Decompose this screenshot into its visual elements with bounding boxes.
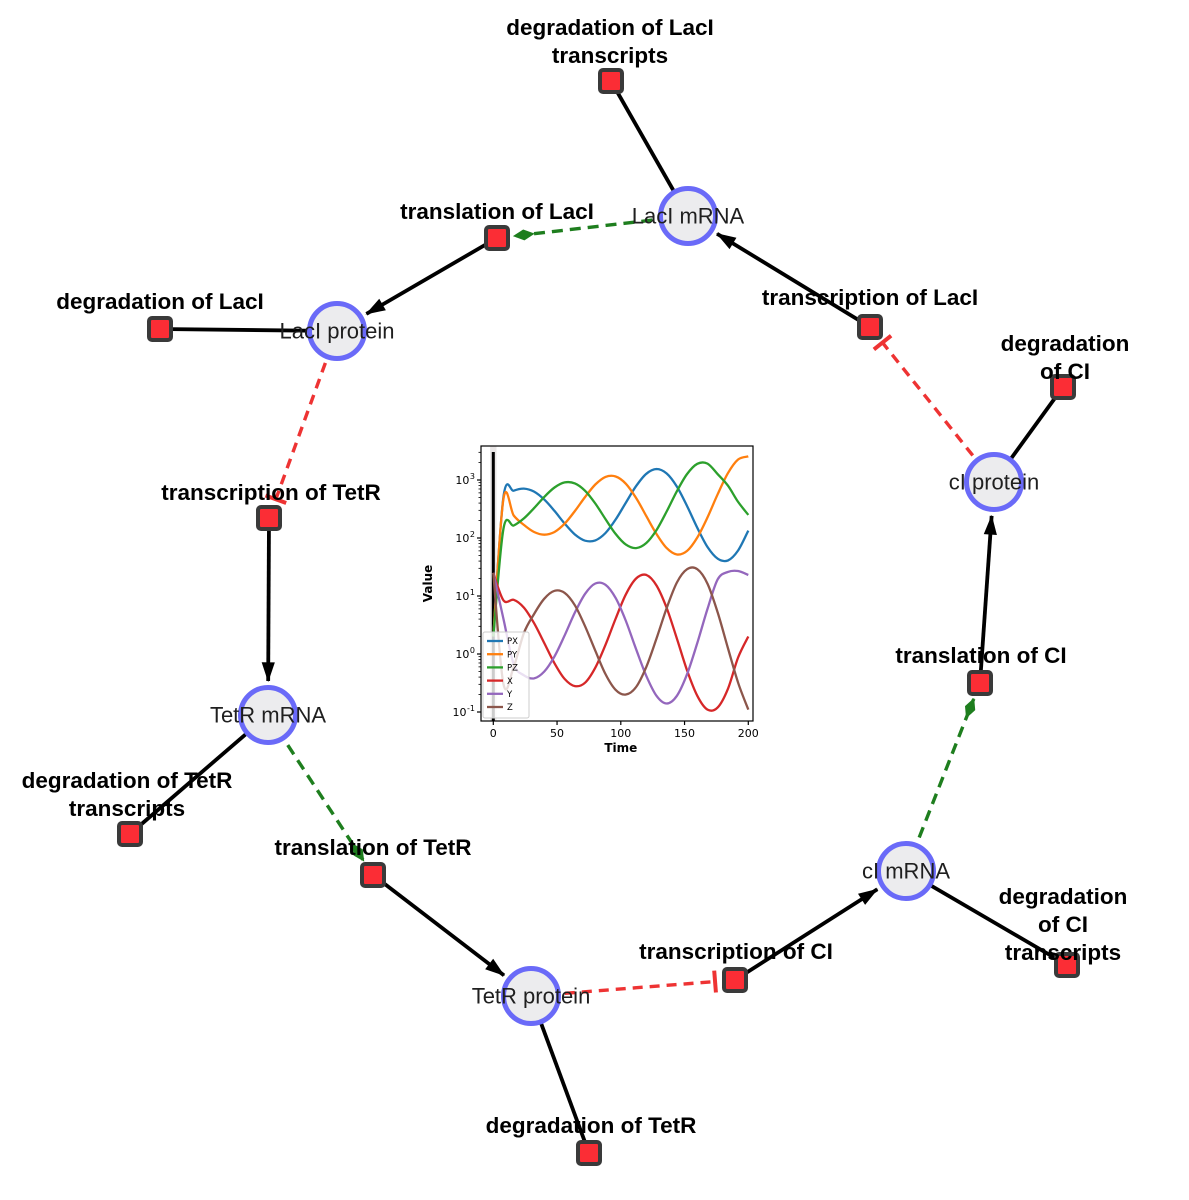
species-node-cI_protein[interactable]	[964, 452, 1024, 512]
edge-txn_cI-cI_mRNA	[733, 887, 879, 982]
edge-lacI_mRNA-transl_lacI	[512, 214, 689, 241]
x-axis-label: Time	[604, 741, 637, 755]
species-node-lacI_protein[interactable]	[307, 301, 367, 361]
edge-lacI_protein-txn_tetR-tee	[264, 493, 287, 505]
species-node-cI_mRNA[interactable]	[876, 841, 936, 901]
edge-tetR_protein-txn_cI-tee	[712, 970, 718, 993]
x-tick-label: 50	[550, 727, 564, 740]
series-Y	[492, 569, 749, 705]
edge-cI_mRNA-transl_cI	[904, 697, 976, 872]
series-PY	[492, 455, 749, 637]
edge-transl_lacI-lacI_protein	[365, 236, 498, 316]
axes-box	[480, 445, 754, 722]
species-node-lacI_mRNA[interactable]	[658, 186, 718, 246]
reaction-node-deg_tetR[interactable]	[576, 1140, 602, 1166]
reaction-node-deg_lacI[interactable]	[147, 316, 173, 342]
x-tick-label: 150	[674, 727, 695, 740]
legend-box	[482, 631, 530, 719]
reaction-node-deg_cI_tx[interactable]	[1054, 952, 1080, 978]
edge-tetR_mRNA-transl_tetR	[266, 714, 366, 862]
x-tick-label: 200	[738, 727, 759, 740]
reaction-node-deg_cI[interactable]	[1050, 374, 1076, 400]
species-node-tetR_mRNA[interactable]	[238, 685, 298, 745]
legend-label-X: X	[507, 677, 513, 687]
reaction-node-txn_lacI[interactable]	[857, 314, 883, 340]
series-PZ	[492, 461, 750, 637]
legend-label-Z: Z	[507, 703, 513, 713]
series-Z	[492, 566, 750, 711]
edge-tetR_protein-txn_cI	[530, 979, 716, 998]
species-node-tetR_protein[interactable]	[501, 966, 561, 1026]
y-tick-label: 103	[455, 472, 475, 487]
time-series-chart: 0 50 100 150 200 10-1 100 101 102 103 Time Value PX P…	[421, 445, 759, 755]
legend-label-Y: Y	[506, 690, 513, 700]
reaction-node-transl_lacI[interactable]	[484, 225, 510, 251]
edge-txn_tetR-tetR_mRNA	[261, 517, 275, 683]
legend-label-PX: PX	[507, 637, 518, 647]
edge-cI_protein-txn_lacI	[881, 341, 996, 484]
series-X	[492, 572, 750, 712]
reaction-node-txn_cI[interactable]	[722, 967, 748, 993]
y-tick-label: 102	[455, 530, 475, 545]
legend-label-PZ: PZ	[507, 664, 518, 674]
edge-lacI_protein-txn_tetR	[274, 330, 339, 500]
x-tick-label: 0	[490, 727, 497, 740]
reaction-node-transl_cI[interactable]	[967, 670, 993, 696]
edge-cI_protein-txn_lacI-tee	[872, 334, 893, 352]
reaction-node-txn_tetR[interactable]	[256, 505, 282, 531]
reaction-node-deg_lacI_tx[interactable]	[598, 68, 624, 94]
edge-txn_lacI-lacI_mRNA	[716, 232, 871, 329]
y-tick-label: 101	[455, 588, 475, 603]
y-tick-label: 100	[455, 646, 475, 661]
y-tick-label: 10-1	[453, 704, 475, 719]
y-axis-label: Value	[421, 565, 435, 603]
edge-transl_tetR-tetR_protein	[371, 873, 506, 977]
reaction-node-transl_tetR[interactable]	[360, 862, 386, 888]
edge-transl_cI-cI_protein	[978, 514, 997, 684]
reaction-node-deg_tetR_tx[interactable]	[117, 821, 143, 847]
edge-cI_mRNA-deg_cI_tx	[905, 869, 1068, 967]
x-tick-label: 100	[610, 727, 631, 740]
legend-label-PY: PY	[507, 650, 518, 660]
series-PX	[492, 467, 750, 637]
